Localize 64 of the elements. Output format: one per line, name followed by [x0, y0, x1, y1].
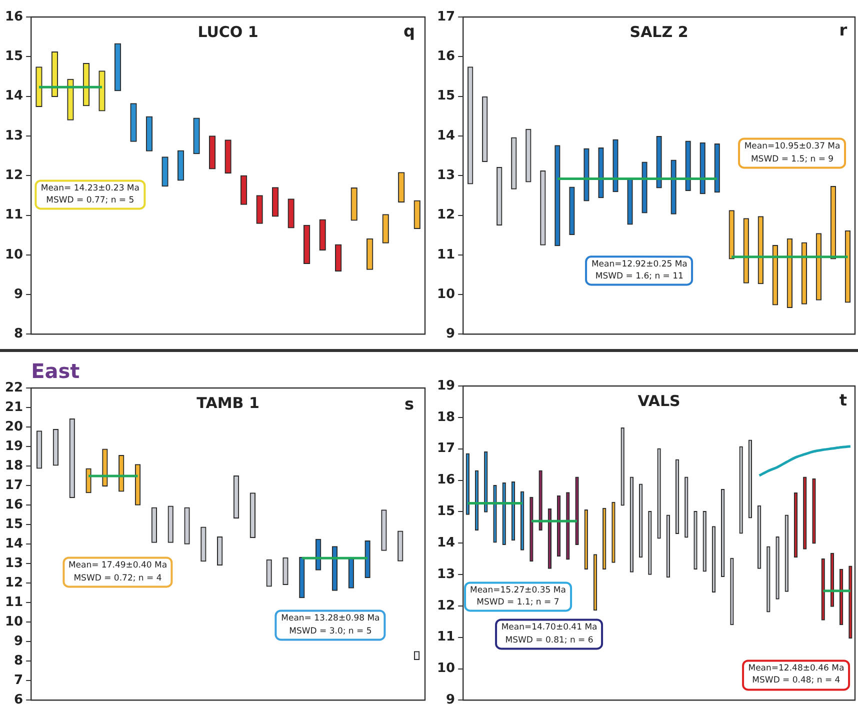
chart-title: VALS — [638, 392, 680, 410]
y-tick-label: 19 — [436, 378, 456, 394]
y-tick-label: 7 — [14, 673, 24, 688]
y-tick-label: 6 — [14, 692, 24, 708]
y-tick-label: 10 — [436, 286, 456, 302]
y-tick-label: 14 — [436, 128, 456, 144]
y-tick-label: 17 — [4, 478, 24, 493]
y-tick-label: 13 — [4, 128, 24, 144]
annotation: Mean= 13.28±0.98 Ma MSWD = 3.0; n = 5 — [275, 610, 386, 641]
annotation: Mean=10.95±0.37 Ma MSWD = 1.5; n = 9 — [738, 138, 846, 169]
y-tick-label: 10 — [4, 247, 24, 262]
y-tick-label: 16 — [4, 497, 24, 512]
y-tick-label: 19 — [4, 438, 24, 454]
chart-title: TAMB 1 — [196, 394, 260, 412]
y-tick-label: 13 — [436, 168, 456, 183]
annotation: q — [404, 22, 415, 41]
y-tick-label: 10 — [4, 614, 24, 630]
y-tick-label: 10 — [436, 661, 456, 676]
y-tick-label: 9 — [446, 326, 456, 342]
y-tick-label: 11 — [436, 247, 456, 262]
y-tick-label: 20 — [4, 419, 24, 434]
y-tick-label: 22 — [4, 380, 24, 396]
annotation: s — [404, 394, 414, 414]
chart-title: SALZ 2 — [630, 23, 688, 41]
annotation: t — [839, 390, 848, 410]
y-tick-label: 12 — [436, 208, 456, 223]
y-tick-label: 9 — [446, 692, 456, 708]
annotation: Mean=12.48±0.46 Ma MSWD = 0.48; n = 4 — [742, 660, 850, 690]
annotation: Mean= 14.23±0.23 Ma MSWD = 0.77; n = 5 — [34, 179, 146, 210]
y-tick-label: 16 — [436, 49, 456, 64]
y-tick-label: 18 — [4, 458, 24, 474]
line-series — [758, 445, 852, 477]
y-tick-label: 8 — [14, 654, 24, 669]
y-tick-label: 12 — [4, 576, 24, 590]
chart-title: LUCO 1 — [198, 23, 258, 41]
text: East — [31, 358, 80, 383]
y-tick-label: 15 — [4, 516, 24, 532]
y-tick-label: 13 — [436, 566, 456, 582]
annotation: r — [839, 20, 848, 40]
y-tick-label: 12 — [436, 598, 456, 614]
y-tick-label: 11 — [436, 630, 456, 645]
y-tick-label: 17 — [436, 441, 456, 456]
y-tick-label: 9 — [14, 634, 24, 650]
y-tick-label: 14 — [4, 88, 24, 104]
y-tick-label: 9 — [14, 286, 24, 302]
y-tick-label: 14 — [436, 535, 456, 550]
annotation: Mean=15.27±0.35 Ma MSWD = 1.1; n = 7 — [464, 581, 572, 612]
y-tick-label: 14 — [4, 536, 24, 552]
y-tick-label: 8 — [14, 326, 24, 342]
y-tick-label: 16 — [436, 472, 456, 488]
y-tick-label: 15 — [436, 88, 456, 104]
y-tick-label: 16 — [4, 9, 24, 24]
annotation: Mean=12.92±0.25 Ma MSWD = 1.6; n = 11 — [585, 255, 694, 286]
y-tick-label: 18 — [436, 410, 456, 425]
y-tick-label: 15 — [4, 49, 24, 64]
y-tick-label: 17 — [436, 9, 456, 24]
annotation: Mean= 17.49±0.40 Ma MSWD = 0.72; n = 4 — [62, 556, 174, 588]
y-tick-label: 21 — [4, 400, 24, 415]
y-tick-label: 15 — [436, 504, 456, 520]
y-tick-label: 11 — [4, 208, 24, 223]
y-tick-label: 11 — [4, 595, 24, 610]
annotation: Mean=14.70±0.41 Ma MSWD = 0.81; n = 6 — [495, 618, 604, 650]
y-tick-label: 13 — [4, 556, 24, 571]
y-tick-label: 12 — [4, 168, 24, 183]
